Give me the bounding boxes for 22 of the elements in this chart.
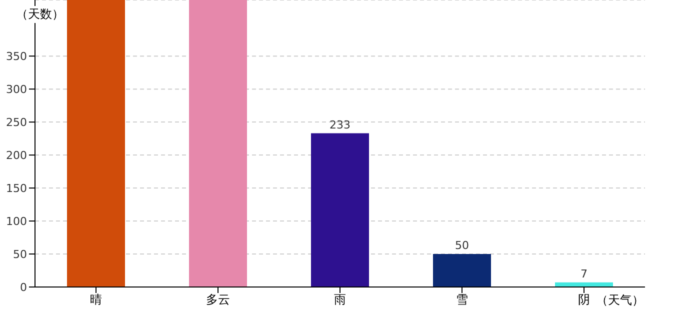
bar xyxy=(433,254,491,287)
y-tick-label: 100 xyxy=(6,214,27,228)
x-axis-title: （天气） xyxy=(596,292,644,309)
data-label: 50 xyxy=(455,239,469,252)
data-label: 7 xyxy=(580,267,588,280)
x-tick-label: 晴 xyxy=(90,292,102,307)
y-axis-title: （天数） xyxy=(14,6,66,23)
x-tick-label: 雪 xyxy=(456,292,468,307)
y-tick-label: 50 xyxy=(13,248,27,261)
y-tick-label: 300 xyxy=(6,82,27,96)
y-tick-label: 150 xyxy=(6,182,27,195)
x-tick-label: 阴 xyxy=(578,292,590,307)
bar xyxy=(311,133,369,287)
y-tick-label: 0 xyxy=(20,280,27,294)
x-tick-label: 多云 xyxy=(206,292,230,307)
y-tick-label: 250 xyxy=(6,116,27,129)
bar xyxy=(189,0,247,287)
bar xyxy=(67,0,125,287)
x-tick-label: 雨 xyxy=(334,292,346,307)
data-label: 233 xyxy=(330,118,350,132)
y-tick-label: 200 xyxy=(6,148,27,162)
y-tick-label: 350 xyxy=(6,50,27,63)
